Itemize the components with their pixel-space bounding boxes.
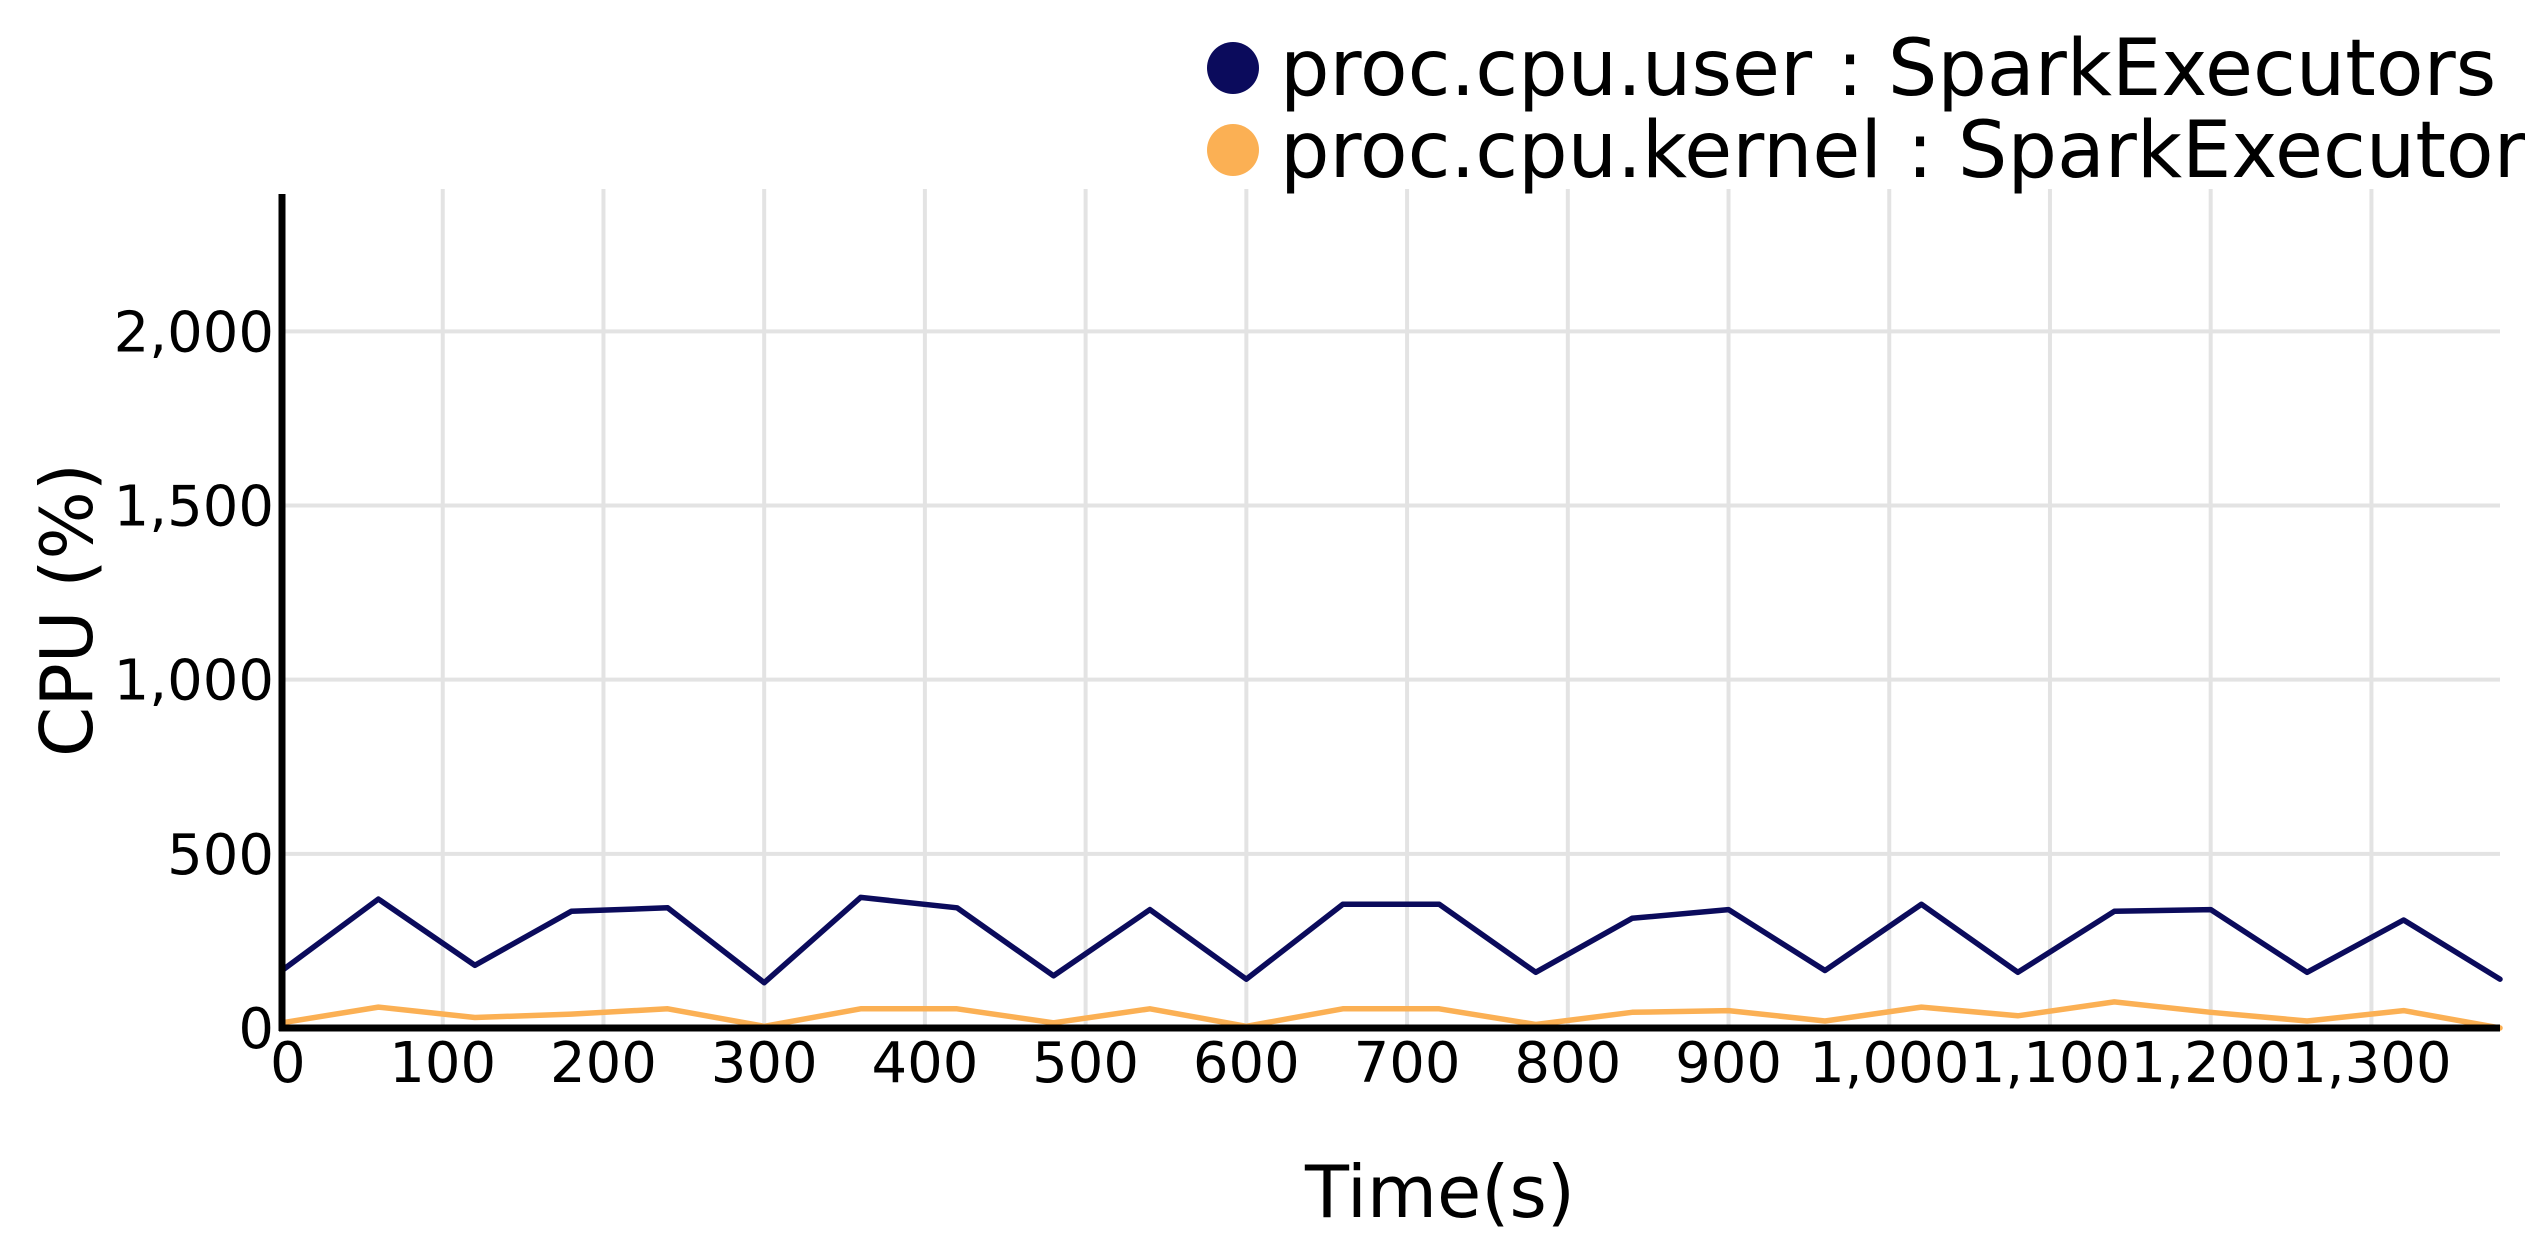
x-tick-label: 0 — [270, 1031, 306, 1096]
grid — [282, 189, 2500, 1028]
series-line-1 — [279, 999, 2503, 1031]
x-tick-label: 1,300 — [2291, 1031, 2451, 1096]
x-tick-label: 900 — [1675, 1031, 1782, 1096]
x-tick-label: 1,200 — [2131, 1031, 2291, 1096]
series-lines — [279, 894, 2503, 1031]
legend-label: proc.cpu.kernel : SparkExecutors — [1280, 106, 2525, 196]
axes — [278, 194, 2500, 1032]
series-line-0 — [279, 894, 2503, 986]
x-tick-label: 600 — [1193, 1031, 1300, 1096]
x-tick-label: 100 — [389, 1031, 496, 1096]
legend-label: proc.cpu.user : SparkExecutors — [1280, 24, 2496, 114]
x-tick-label: 500 — [1032, 1031, 1139, 1096]
y-axis-title: CPU (%) — [25, 463, 109, 757]
x-tick-label: 300 — [711, 1031, 818, 1096]
y-tick-label: 1,000 — [114, 649, 274, 714]
legend: proc.cpu.user : SparkExecutorsproc.cpu.k… — [1207, 24, 2525, 196]
x-tick-label: 200 — [550, 1031, 657, 1096]
x-tick-label: 1,100 — [1970, 1031, 2130, 1096]
y-tick-label: 0 — [238, 997, 274, 1062]
y-tick-label: 1,500 — [114, 475, 274, 540]
legend-marker — [1207, 124, 1259, 176]
y-tick-label: 500 — [167, 823, 274, 888]
x-tick-label: 700 — [1354, 1031, 1461, 1096]
x-axis-title: Time(s) — [1304, 1150, 1575, 1233]
x-tick-label: 1,000 — [1809, 1031, 1969, 1096]
x-tick-label: 400 — [871, 1031, 978, 1096]
x-tick-labels: 0 100 200 300 400 500 600 700 800 900 1,000 1,100 1,… — [270, 1031, 2452, 1096]
legend-marker — [1207, 42, 1259, 94]
x-tick-label: 800 — [1514, 1031, 1621, 1096]
y-tick-labels: 0 500 1,000 1,500 2,000 — [114, 300, 274, 1062]
y-tick-label: 2,000 — [114, 300, 274, 365]
